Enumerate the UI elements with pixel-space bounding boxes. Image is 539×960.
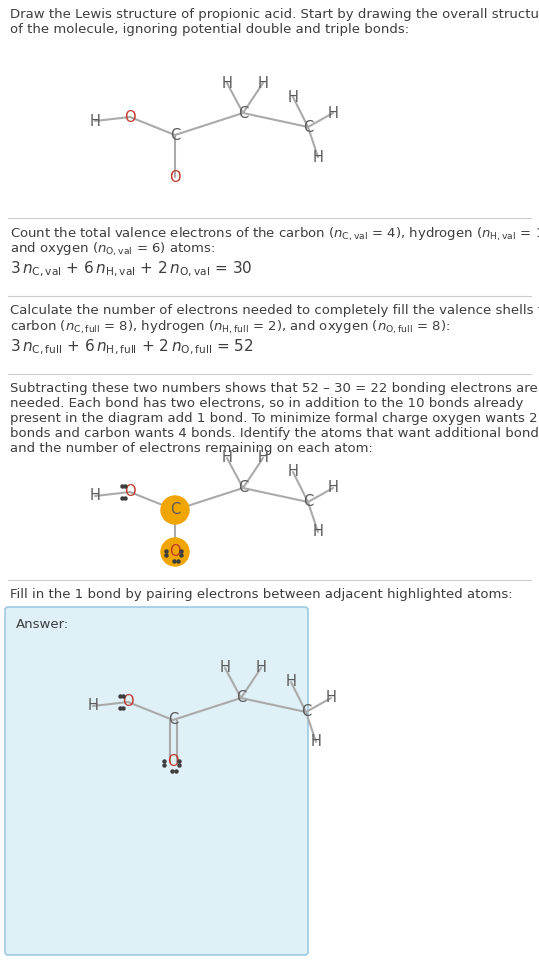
Text: C: C [238,106,248,121]
Text: Count the total valence electrons of the carbon ($n_\mathrm{C,val}$ = 4), hydrog: Count the total valence electrons of the… [10,226,539,243]
Text: Calculate the number of electrons needed to completely fill the valence shells f: Calculate the number of electrons needed… [10,304,539,317]
Text: O: O [124,109,136,125]
Text: O: O [167,755,179,770]
Text: H: H [313,524,323,540]
Text: O: O [124,485,136,499]
Text: present in the diagram add 1 bond. To minimize formal charge oxygen wants 2: present in the diagram add 1 bond. To mi… [10,412,537,425]
Text: of the molecule, ignoring potential double and triple bonds:: of the molecule, ignoring potential doub… [10,23,409,36]
Text: H: H [89,489,100,503]
Text: H: H [255,660,266,676]
Text: C: C [236,690,246,706]
Text: H: H [286,675,296,689]
Text: H: H [313,150,323,164]
Text: needed. Each bond has two electrons, so in addition to the 10 bonds already: needed. Each bond has two electrons, so … [10,397,523,410]
Text: C: C [303,494,313,510]
Circle shape [161,538,189,566]
Text: H: H [326,690,336,706]
Text: O: O [169,170,181,184]
Text: C: C [170,128,180,142]
Text: H: H [89,113,100,129]
Text: H: H [288,89,299,105]
Text: O: O [122,694,134,709]
Text: carbon ($n_\mathrm{C,full}$ = 8), hydrogen ($n_\mathrm{H,full}$ = 2), and oxygen: carbon ($n_\mathrm{C,full}$ = 8), hydrog… [10,319,450,336]
Text: H: H [222,450,232,466]
Text: H: H [288,465,299,479]
Text: O: O [169,544,181,560]
Text: $3\,n_\mathrm{C,full}$ + $6\,n_\mathrm{H,full}$ + $2\,n_\mathrm{O,full}$ = 52: $3\,n_\mathrm{C,full}$ + $6\,n_\mathrm{H… [10,338,254,357]
Text: C: C [170,502,180,517]
Text: H: H [328,481,338,495]
Text: C: C [168,712,178,728]
Text: H: H [328,106,338,121]
Text: Draw the Lewis structure of propionic acid. Start by drawing the overall structu: Draw the Lewis structure of propionic ac… [10,8,539,21]
Text: H: H [219,660,231,676]
Text: Fill in the 1 bond by pairing electrons between adjacent highlighted atoms:: Fill in the 1 bond by pairing electrons … [10,588,513,601]
Text: Answer:: Answer: [16,618,69,631]
FancyBboxPatch shape [5,607,308,955]
Text: and oxygen ($n_\mathrm{O,val}$ = 6) atoms:: and oxygen ($n_\mathrm{O,val}$ = 6) atom… [10,241,215,258]
Text: H: H [258,76,268,90]
Text: H: H [87,699,99,713]
Text: C: C [301,705,311,719]
Text: H: H [222,76,232,90]
Text: bonds and carbon wants 4 bonds. Identify the atoms that want additional bonds: bonds and carbon wants 4 bonds. Identify… [10,427,539,440]
Text: C: C [238,481,248,495]
Text: $3\,n_\mathrm{C,val}$ + $6\,n_\mathrm{H,val}$ + $2\,n_\mathrm{O,val}$ = 30: $3\,n_\mathrm{C,val}$ + $6\,n_\mathrm{H,… [10,260,252,279]
Text: Subtracting these two numbers shows that 52 – 30 = 22 bonding electrons are: Subtracting these two numbers shows that… [10,382,538,395]
Text: H: H [258,450,268,466]
Text: C: C [303,119,313,134]
Text: and the number of electrons remaining on each atom:: and the number of electrons remaining on… [10,442,373,455]
Circle shape [161,496,189,524]
Text: H: H [310,734,321,750]
